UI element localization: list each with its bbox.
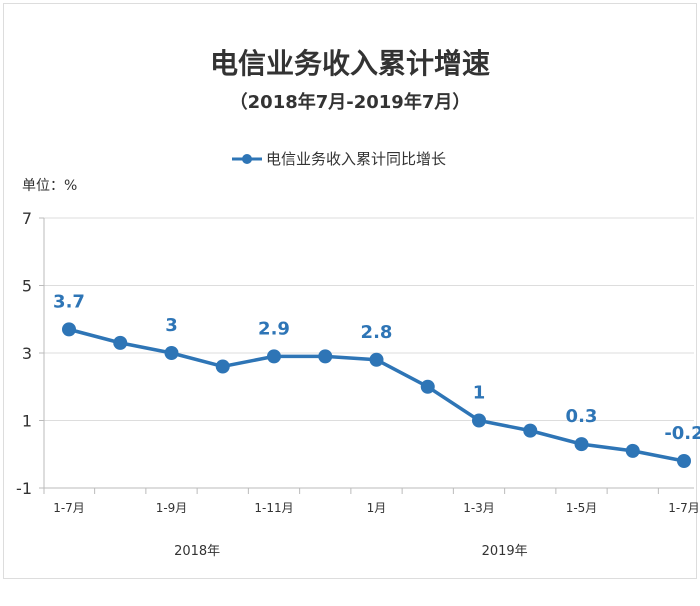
- data-point: [472, 413, 486, 428]
- data-point: [62, 322, 76, 337]
- data-label: 2.8: [361, 322, 393, 343]
- series-line: [68, 327, 685, 463]
- x-tick-label: 1-7月: [668, 501, 700, 515]
- data-label: 2.9: [258, 318, 290, 339]
- y-tick-label: 3: [22, 344, 32, 363]
- x-tick-label: 1-3月: [463, 501, 495, 515]
- data-point: [523, 423, 538, 438]
- data-point: [113, 335, 128, 350]
- data-point: [369, 352, 384, 367]
- year-label: 2019年: [482, 544, 528, 559]
- data-point: [677, 454, 691, 468]
- data-point: [625, 443, 640, 458]
- data-point: [215, 359, 230, 374]
- chart-subtitle: （2018年7月-2019年7月）: [229, 92, 471, 113]
- x-tick-label: 1-11月: [254, 501, 293, 515]
- year-label: 2018年: [174, 544, 220, 559]
- data-label: 1: [473, 383, 486, 404]
- legend: 电信业务收入累计同比增长: [232, 148, 446, 169]
- data-point: [318, 349, 333, 364]
- data-label: 3.7: [53, 291, 85, 312]
- x-tick-label: 1-7月: [53, 501, 85, 515]
- y-tick-label: 7: [22, 209, 32, 228]
- x-tick-label: 1月: [367, 501, 387, 515]
- x-tick-label: 1-5月: [566, 501, 598, 515]
- y-tick-label: -1: [16, 479, 32, 498]
- legend-line-marker-icon: [232, 153, 262, 164]
- chart-title: 电信业务收入累计增速: [209, 47, 490, 80]
- data-point: [164, 346, 179, 360]
- data-point: [420, 379, 435, 394]
- legend-label: 电信业务收入累计同比增长: [266, 150, 447, 168]
- y-tick-label: 5: [22, 277, 32, 296]
- data-point: [574, 437, 589, 452]
- data-label: 3: [165, 315, 178, 336]
- data-point: [267, 349, 281, 364]
- y-tick-label: 1: [22, 412, 32, 431]
- data-label: -0.2: [664, 423, 700, 444]
- data-label: 0.3: [566, 406, 598, 427]
- chart-frame: [3, 3, 697, 579]
- unit-label: 单位：%: [22, 178, 78, 194]
- x-tick-label: 1-9月: [156, 501, 188, 515]
